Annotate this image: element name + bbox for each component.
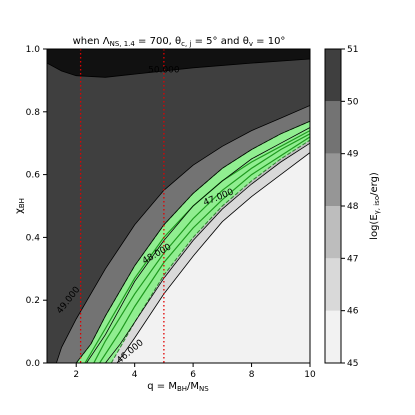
colorbar-tick-label: 49 — [347, 150, 359, 160]
colorbar-swatch-46 — [325, 258, 341, 311]
region-above-50 — [47, 49, 310, 78]
colorbar-tick-label: 46 — [347, 307, 359, 317]
colorbar-swatch-49 — [325, 101, 341, 154]
x-tick-label: 10 — [304, 370, 316, 380]
region-below-45 — [117, 152, 310, 363]
x-tick-label: 4 — [132, 370, 138, 380]
y-tick-label: 0.6 — [26, 171, 41, 181]
colorbar-tick-label: 50 — [347, 97, 359, 107]
colorbar-tick-label: 45 — [347, 359, 358, 369]
y-axis-label: χBH — [14, 198, 26, 214]
y-tick-label: 0.0 — [26, 359, 41, 369]
y-tick-label: 0.4 — [26, 233, 41, 243]
colorbar-swatch-48 — [325, 153, 341, 206]
y-axis-ticks: 0.0 0.2 0.4 0.6 0.8 1.0 — [26, 45, 47, 369]
colorbar-label: log(Eγ, iso/erg) — [369, 172, 381, 240]
highlight-line-2 — [99, 136, 310, 363]
highlight-band — [76, 121, 310, 363]
colorbar-tick-label: 51 — [347, 45, 358, 55]
contour-label-0: 50.000 — [148, 66, 180, 76]
colorbar-swatch-50 — [325, 49, 341, 102]
y-tick-label: 0.2 — [26, 296, 40, 306]
y-tick-label: 1.0 — [26, 45, 41, 55]
contour-line-47 — [86, 127, 310, 363]
colorbar: 45 46 47 48 49 50 51 — [324, 45, 359, 369]
x-tick-label: 2 — [73, 370, 79, 380]
colorbar-swatch-47 — [325, 206, 341, 259]
contour-line-45 — [116, 152, 310, 363]
colorbar-tick-label: 47 — [347, 254, 358, 264]
y-tick-label: 0.8 — [26, 108, 41, 118]
contour-line-46 — [105, 142, 310, 363]
x-axis-ticks: 2 4 6 8 10 — [73, 363, 316, 380]
contour-line-50 — [47, 58, 310, 78]
x-tick-label: 6 — [190, 370, 196, 380]
x-axis-label: q = MBH/MNS — [147, 381, 209, 393]
colorbar-tick-label: 48 — [347, 202, 359, 212]
chart-title: when ΛNS, 1.4 = 700, θc, j = 5° and θv =… — [73, 36, 286, 48]
colorbar-swatch-45 — [325, 310, 341, 363]
highlight-line-1 — [93, 133, 310, 363]
plot-frame — [46, 48, 311, 364]
x-tick-label: 8 — [249, 370, 255, 380]
contour-line-48 — [75, 120, 310, 363]
